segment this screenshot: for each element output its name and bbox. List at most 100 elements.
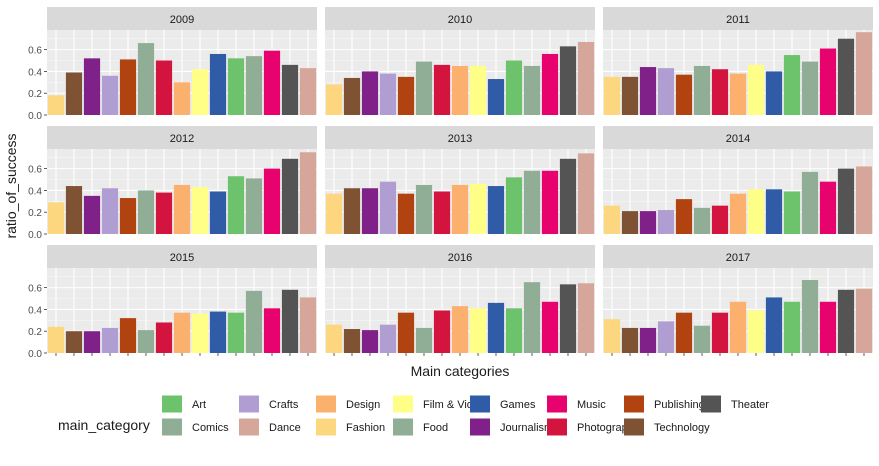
bar-2012-Film & Video <box>191 187 209 234</box>
legend-label: Film & Video <box>423 399 485 411</box>
legend-swatch <box>547 395 567 413</box>
bar-2014-Publishing <box>675 199 693 234</box>
y-tick-label: 0.2 <box>28 208 42 219</box>
y-tick-label: 0.6 <box>28 284 42 295</box>
bar-2011-Food <box>693 65 711 115</box>
bar-2010-Journalism <box>361 71 379 115</box>
legend-swatch <box>316 395 336 413</box>
y-tick-label: 0.0 <box>28 349 42 360</box>
bar-2016-Fashion <box>325 324 343 353</box>
bar-2015-Dance <box>299 297 317 353</box>
bar-2017-Technology <box>621 327 639 353</box>
bar-2015-Photography <box>155 322 173 353</box>
facet-strip-label: 2012 <box>170 133 194 145</box>
legend-swatch <box>316 418 336 436</box>
bar-2016-Publishing <box>397 312 415 353</box>
legend-item-Technology: Technology <box>624 418 710 436</box>
facet-strip-label: 2013 <box>448 133 472 145</box>
bar-2017-Design <box>729 301 747 353</box>
y-tick-label: 0.4 <box>28 67 42 78</box>
y-axis-label: ratio_of_success <box>3 133 19 238</box>
bar-2015-Publishing <box>119 318 137 353</box>
bar-2013-Music <box>541 170 559 234</box>
bar-2015-Design <box>173 312 191 353</box>
bar-2010-Publishing <box>397 76 415 115</box>
facet-panel-2012: 2012 0.0 0.2 0.4 0.6 <box>28 126 317 241</box>
bar-2012-Food <box>137 190 155 234</box>
y-tick-label: 0.6 <box>28 165 42 176</box>
bar-2009-Journalism <box>83 58 101 115</box>
legend-swatch <box>162 418 182 436</box>
legend-label: Crafts <box>269 399 299 411</box>
bar-2009-Film & Video <box>191 69 209 115</box>
facet-strip-label: 2011 <box>726 14 750 26</box>
legend-label: Music <box>577 399 606 411</box>
facet-strip <box>325 245 595 268</box>
legend-item-Dance: Dance <box>239 418 301 436</box>
legend-label: Technology <box>654 422 710 434</box>
bar-2014-Film & Video <box>747 189 765 234</box>
legend-label: Journalism <box>500 422 553 434</box>
legend-label: Comics <box>192 422 229 434</box>
legend-item-Food: Food <box>393 418 448 436</box>
legend-swatch <box>701 395 721 413</box>
legend-label: Theater <box>731 399 769 411</box>
facet-panel-2014: 2014 <box>603 126 873 235</box>
y-tick-label: 0.6 <box>28 46 42 57</box>
bar-2010-Design <box>451 65 469 115</box>
legend-item-Art: Art <box>162 395 206 413</box>
bar-2014-Fashion <box>603 205 621 234</box>
y-tick-label: 0.4 <box>28 305 42 316</box>
legend-swatch <box>624 418 644 436</box>
facet-strip <box>603 7 873 30</box>
legend-item-Crafts: Crafts <box>239 395 299 413</box>
bar-2013-Technology <box>343 188 361 234</box>
bar-2011-Games <box>765 71 783 115</box>
legend: main_category Art Comics Crafts Dance Design… <box>58 395 769 436</box>
legend-label: Dance <box>269 422 301 434</box>
bar-2009-Photography <box>155 60 173 115</box>
bar-2016-Games <box>487 302 505 353</box>
bar-2017-Dance <box>855 288 873 353</box>
bar-2014-Theater <box>837 168 855 234</box>
legend-item-Music: Music <box>547 395 606 413</box>
bar-2011-Design <box>729 73 747 115</box>
bar-2015-Food <box>137 330 155 353</box>
facet-strip <box>47 245 317 268</box>
bar-2016-Music <box>541 301 559 353</box>
bar-2013-Film & Video <box>469 183 487 234</box>
bar-2012-Theater <box>281 158 299 234</box>
facet-strip <box>325 126 595 149</box>
facet-panel-2009: 2009 0.0 0.2 0.4 0.6 <box>28 7 317 122</box>
facet-strip <box>47 126 317 149</box>
bar-2009-Music <box>263 50 281 116</box>
bar-2013-Art <box>505 177 523 234</box>
legend-label: Design <box>346 399 380 411</box>
facet-strip-label: 2016 <box>448 252 472 264</box>
bar-2010-Games <box>487 79 505 115</box>
legend-item-Film & Video: Film & Video <box>393 395 485 413</box>
facet-strip <box>603 245 873 268</box>
bar-2014-Journalism <box>639 211 657 234</box>
bar-2009-Dance <box>299 68 317 115</box>
bar-2013-Fashion <box>325 193 343 234</box>
bar-2011-Technology <box>621 76 639 115</box>
bar-2016-Food <box>415 327 433 353</box>
legend-swatch <box>470 418 490 436</box>
bar-2014-Design <box>729 193 747 234</box>
bar-2012-Design <box>173 184 191 234</box>
bar-2012-Games <box>209 191 227 234</box>
legend-label: Fashion <box>346 422 385 434</box>
bar-2012-Dance <box>299 152 317 234</box>
bar-2012-Music <box>263 168 281 234</box>
bar-2012-Crafts <box>101 188 119 234</box>
legend-item-Theater: Theater <box>701 395 769 413</box>
bar-2009-Design <box>173 82 191 115</box>
bar-2011-Fashion <box>603 76 621 115</box>
bar-2014-Food <box>693 207 711 234</box>
bar-2009-Games <box>209 53 227 115</box>
bar-2013-Food <box>415 184 433 234</box>
legend-item-Games: Games <box>470 395 536 413</box>
bar-2016-Art <box>505 308 523 353</box>
